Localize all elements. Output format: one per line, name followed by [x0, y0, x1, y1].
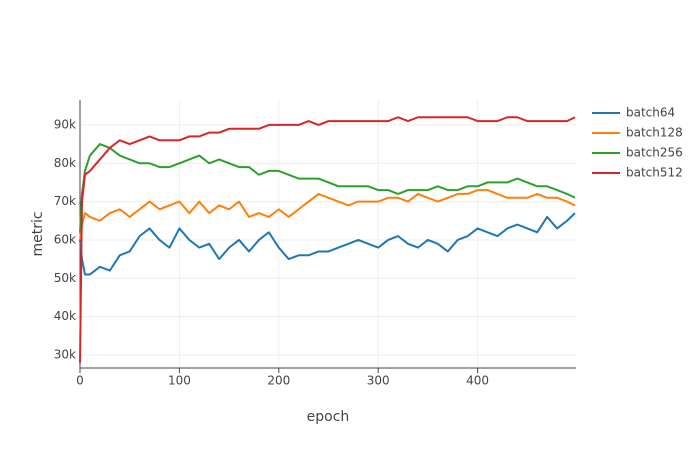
series-line — [79, 189, 576, 241]
x-tick-label: 200 — [267, 374, 290, 388]
legend-label: batch256 — [626, 146, 683, 160]
legend-label: batch64 — [626, 106, 675, 120]
y-tick-label: 50k — [54, 271, 76, 285]
series-line — [79, 143, 576, 233]
x-tick-label: 400 — [466, 374, 489, 388]
series-line — [79, 212, 576, 276]
y-axis-title: metric — [30, 211, 46, 256]
y-tick-label: 40k — [54, 309, 76, 323]
x-tick-label: 300 — [367, 374, 390, 388]
x-axis-title: epoch — [307, 409, 350, 425]
x-tick-label: 0 — [76, 374, 84, 388]
x-tick-label: 100 — [168, 374, 191, 388]
series-line — [79, 116, 576, 363]
y-tick-label: 90k — [54, 117, 76, 131]
legend-label: batch512 — [626, 166, 683, 180]
y-tick-label: 80k — [54, 156, 76, 170]
y-tick-label: 30k — [54, 347, 76, 361]
y-tick-label: 70k — [54, 194, 76, 208]
y-tick-label: 60k — [54, 232, 76, 246]
legend-label: batch128 — [626, 126, 683, 140]
